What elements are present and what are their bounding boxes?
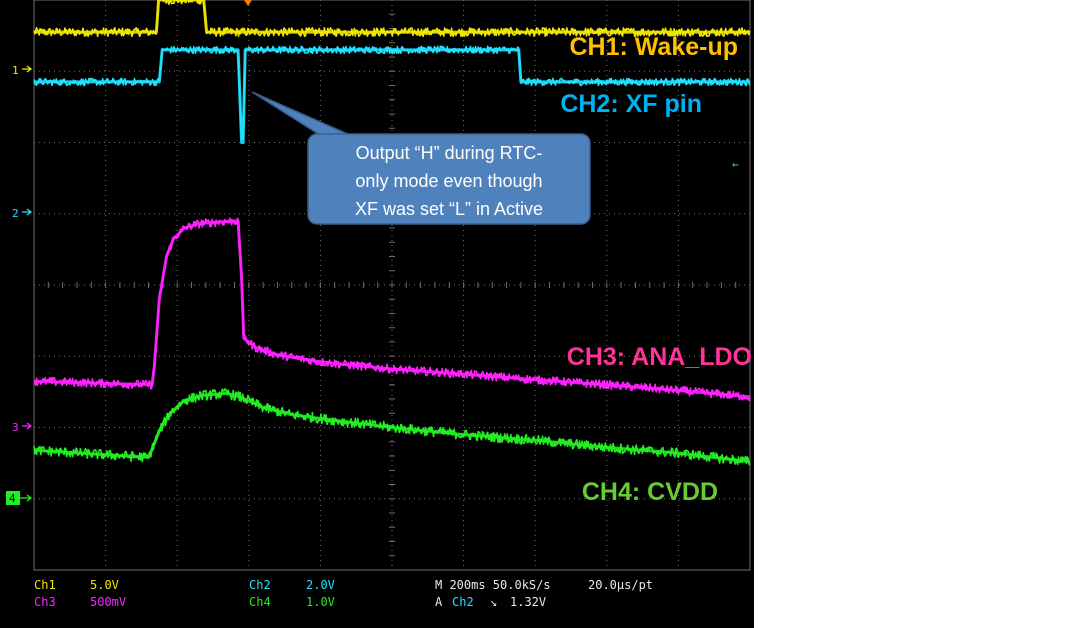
- trigger-source: Ch2: [452, 595, 474, 609]
- blank-area: [754, 0, 1092, 628]
- ch2-marker-label: 2: [12, 207, 19, 220]
- trigger-level: 1.32V: [510, 595, 546, 609]
- trigger-slope-icon: ↘: [490, 595, 497, 609]
- ch3-marker-label: 3: [12, 421, 19, 434]
- callout-box: [307, 133, 591, 225]
- trace-ch1-core: [34, 0, 750, 34]
- ch4-readout-name: Ch4: [249, 595, 271, 609]
- ch3-channel-label: CH3: ANA_LDO: [567, 343, 752, 371]
- callout-line-2: only mode even though: [355, 171, 542, 191]
- ch2-readout-name: Ch2: [249, 578, 271, 592]
- ch4-marker-arrow: [20, 494, 33, 502]
- trigger-position-marker: [244, 0, 252, 6]
- ch3-ground-marker: 3: [12, 421, 33, 434]
- ch1-readout-scale: 5.0V: [90, 578, 119, 592]
- ch2-channel-label: CH2: XF pin: [560, 90, 702, 118]
- oscilloscope-screen: 1 2 3 4 ← CH1: Wake-up CH2: XF pin CH3: …: [0, 0, 754, 628]
- record-readout: 20.0µs/pt: [588, 578, 653, 592]
- ch2-marker-arrow: [22, 208, 33, 216]
- ch1-marker-arrow: [22, 65, 33, 73]
- ch4-channel-label: CH4: CVDD: [582, 478, 718, 506]
- trace-ch3-core: [33, 219, 751, 399]
- oscilloscope-display: 1 2 3 4 ← CH1: Wake-up CH2: XF pin CH3: …: [0, 0, 754, 628]
- ch4-marker-label: 4: [9, 492, 16, 505]
- ch3-readout-scale: 500mV: [90, 595, 126, 609]
- trigger-prefix: A: [435, 595, 443, 609]
- ch1-readout-name: Ch1: [34, 578, 56, 592]
- trace-ch2-core: [34, 48, 750, 144]
- screen-background: [0, 0, 754, 628]
- trigger-level-arrow: ←: [732, 158, 739, 171]
- ch1-channel-label: CH1: Wake-up: [569, 33, 738, 61]
- status-readout: Ch1 5.0V Ch3 500mV Ch2 2.0V Ch4 1.0V M 2…: [34, 578, 653, 609]
- ch2-readout-scale: 2.0V: [306, 578, 335, 592]
- callout-line-3: XF was set “L” in Active: [355, 199, 543, 219]
- ch4-marker-box: [6, 491, 20, 505]
- graticule-border: [33, 0, 751, 571]
- callout: Output “H” during RTC- only mode even th…: [251, 91, 591, 225]
- graticule: [33, 0, 751, 571]
- callout-line-1: Output “H” during RTC-: [356, 143, 543, 163]
- timebase-readout: M 200ms 50.0kS/s: [435, 578, 551, 592]
- traces: [33, 0, 751, 466]
- ch1-ground-marker: 1: [12, 64, 33, 77]
- ch3-readout-name: Ch3: [34, 595, 56, 609]
- ch1-marker-label: 1: [12, 64, 19, 77]
- ch3-marker-arrow: [22, 422, 33, 430]
- ch4-ground-marker: 4: [6, 491, 33, 505]
- ch4-readout-scale: 1.0V: [306, 595, 335, 609]
- ch2-ground-marker: 2: [12, 207, 33, 220]
- trace-ch4-core: [33, 391, 751, 464]
